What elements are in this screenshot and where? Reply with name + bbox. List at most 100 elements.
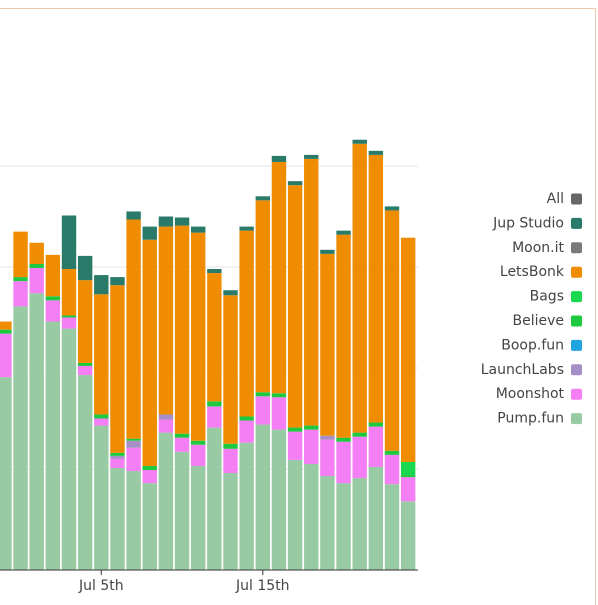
bar-segment [126,471,141,570]
bar-segment [13,306,28,570]
bar-segment [142,239,157,466]
bar-segment [352,139,367,144]
bar-segment [271,161,287,394]
bar-segment [352,432,367,437]
legend-swatch[interactable] [571,193,582,205]
bar-segment [223,443,238,449]
bar-segment [13,277,28,282]
bar-segment [287,431,303,460]
bar-segment [61,328,77,570]
legend-swatch[interactable] [571,242,582,254]
bar-segment [0,321,12,330]
bar-segment [110,277,125,286]
bar-segment [0,333,12,378]
bar-segment [45,296,61,301]
bar-segment [239,442,254,570]
bar-segment [0,329,12,334]
bar-segment [126,438,141,441]
legend-swatch[interactable] [571,217,582,229]
bar-segment [110,467,125,570]
bar-segment [94,418,109,426]
legend-label[interactable]: All [547,191,564,207]
bar-segment [368,422,384,427]
bar-segment [191,226,206,233]
bar-segment [191,444,206,466]
bar-segment [287,181,303,186]
bar-segment [336,483,351,570]
bar-segment [126,211,141,220]
bar-segment [29,293,44,570]
bar-segment [77,280,93,363]
bar-segment [61,215,77,270]
bar-segment [126,219,141,439]
bar-segment [110,458,125,468]
legend-label[interactable]: Moon.it [512,240,564,256]
legend-label[interactable]: Bags [530,289,564,305]
bar-segment [94,275,109,295]
legend-label[interactable]: Boop.fun [501,337,564,353]
bar-segment [158,216,174,227]
bar-segment [400,475,416,478]
legend-swatch[interactable] [571,339,582,351]
bar-segment [239,420,254,443]
legend-label[interactable]: LetsBonk [500,264,565,280]
bar-segment [304,429,319,464]
bar-segment [223,448,238,474]
bar-segment [320,439,335,477]
bar-segment [191,440,206,445]
x-tick-label: Jul 15th [235,578,290,594]
bar-segment [368,466,384,570]
legend-label[interactable]: Believe [512,313,564,329]
bar-segment [287,427,303,432]
bar-segment [207,273,222,402]
bar-segment [384,454,400,485]
bar-segment [94,425,109,570]
legend-swatch[interactable] [571,315,582,327]
bar-segment [287,459,303,570]
bar-segment [94,414,109,419]
legend-swatch[interactable] [571,364,582,376]
bar-segment [400,477,416,502]
bar-segment [142,465,157,471]
legend-swatch[interactable] [571,388,582,400]
bar-segment [223,290,238,296]
bar-segment [61,317,77,329]
bar-segment [207,427,222,570]
bar-segment [384,450,400,455]
bar-segment [352,436,367,479]
legend-label[interactable]: LaunchLabs [481,362,564,378]
legend-swatch[interactable] [571,266,582,278]
bar-segment [255,396,270,425]
legend-swatch[interactable] [571,413,582,425]
bar-segment [191,465,206,570]
bar-segment [271,397,287,430]
bar-segment [126,447,141,472]
bar-segment [61,269,77,316]
bar-segment [239,226,254,231]
bar-segment [174,217,190,226]
bar-segment [336,234,351,438]
legend-label[interactable]: Jup Studio [492,215,564,231]
bar-segment [336,230,351,235]
bar-segment [352,478,367,570]
bar-segment [29,263,44,269]
bar-segment [384,210,400,451]
bar-segment [158,419,174,433]
legend-label[interactable]: Moonshot [496,386,565,402]
bar-segment [77,365,93,376]
bar-segment [158,414,174,420]
bar-segment [77,255,93,281]
bar-segment [110,452,125,456]
bar-segment [223,295,238,444]
bar-segment [191,232,206,441]
bar-segment [126,440,141,448]
bar-segment [336,441,351,484]
bar-segment [142,483,157,570]
bar-segment [142,226,157,240]
legend-label[interactable]: Pump.fun [497,411,564,427]
bar-segment [384,484,400,570]
bar-segment [320,253,335,436]
legend-swatch[interactable] [571,291,582,303]
